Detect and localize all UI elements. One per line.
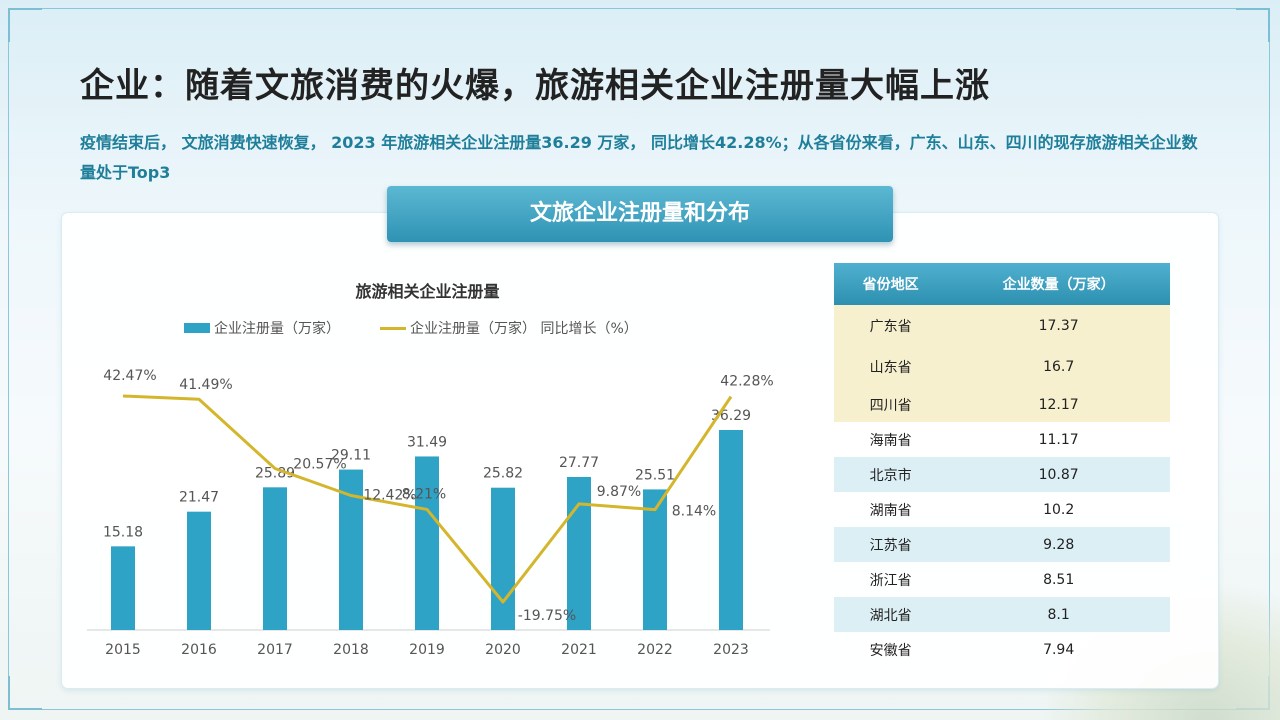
x-tick-label: 2017	[257, 642, 293, 658]
cell-count: 10.2	[1043, 501, 1075, 518]
cell-count: 17.37	[947, 305, 1170, 347]
cell-province: 广东省	[834, 305, 948, 347]
page-title: 企业：随着文旅消费的火爆，旅游相关企业注册量大幅上涨	[80, 66, 990, 106]
cell-province: 四川省	[834, 387, 948, 422]
x-tick-label: 2020	[485, 642, 521, 658]
x-tick-label: 2022	[637, 642, 673, 658]
line-value-label: 20.57%	[293, 457, 346, 473]
line-value-label: 42.28%	[720, 374, 773, 390]
page-frame	[8, 8, 1270, 710]
cell-count: 16.7	[947, 347, 1170, 387]
cell-province: 海南省	[869, 432, 912, 449]
x-tick-label: 2023	[713, 642, 749, 658]
line-value-label: 8.14%	[672, 504, 716, 520]
legend-bar-swatch	[184, 323, 210, 333]
bar	[415, 456, 439, 630]
line-series	[122, 394, 733, 604]
table-row: 四川省 12.17	[834, 387, 1170, 422]
table-row: 安徽省 7.94	[834, 632, 1170, 667]
table-row: 广东省 17.37	[834, 305, 1170, 347]
bar-value-label: 27.77	[559, 455, 599, 471]
x-tick-label: 2019	[409, 642, 445, 658]
corner-ornament	[8, 8, 42, 42]
bar-value-label: 25.51	[635, 467, 675, 483]
cell-province: 江苏省	[834, 527, 948, 562]
line-value-label: 42.47%	[103, 368, 156, 384]
cell-province: 湖南省	[869, 502, 912, 519]
line-value-label: 41.49%	[179, 377, 232, 393]
bar	[643, 489, 667, 630]
bar-value-label: 25.82	[483, 466, 523, 482]
cell-province: 山东省	[834, 347, 948, 387]
header-province: 省份地区	[834, 263, 948, 305]
table-row: 山东省 16.7	[834, 347, 1170, 387]
table-header-row: 省份地区 企业数量（万家）	[834, 263, 1170, 305]
province-table: 省份地区 企业数量（万家） 广东省 17.37 山东省 16.7 四川省 12.17 …	[834, 263, 1170, 667]
page-subtitle: 疫情结束后， 文旅消费快速恢复， 2023 年旅游相关企业注册量36.29 万家…	[80, 133, 1198, 182]
table-row: 海南省 11.17	[834, 422, 1170, 457]
bar-value-label: 29.11	[331, 448, 371, 464]
cell-count: 10.87	[947, 457, 1170, 492]
bar	[187, 511, 211, 630]
chart-title: 旅游相关企业注册量	[355, 282, 500, 301]
line-value-label: 12.42%	[363, 487, 416, 503]
bar	[719, 430, 743, 630]
x-tick-label: 2018	[333, 642, 369, 658]
bar-value-label: 31.49	[407, 434, 447, 450]
bar	[111, 546, 135, 630]
header-count: 企业数量（万家）	[947, 263, 1170, 305]
cell-province: 浙江省	[869, 572, 912, 589]
bar-value-label: 21.47	[179, 490, 219, 506]
x-tick-label: 2021	[561, 642, 597, 658]
cell-count: 12.17	[947, 387, 1170, 422]
legend-line-swatch	[380, 326, 406, 330]
legend-line-label: 企业注册量（万家） 同比增长（%）	[410, 321, 638, 337]
table-row: 浙江省 8.51	[834, 562, 1170, 597]
bar	[263, 487, 287, 630]
bar	[491, 487, 515, 630]
corner-ornament	[1236, 8, 1270, 42]
line-value-label: 8.21%	[402, 486, 446, 502]
table-row: 江苏省 9.28	[834, 527, 1170, 562]
cell-count: 7.94	[1043, 641, 1075, 658]
x-tick-label: 2016	[181, 642, 217, 658]
cell-province: 湖北省	[834, 597, 948, 632]
bar-value-label: 25.89	[255, 465, 295, 481]
bar-value-label: 15.18	[103, 524, 143, 540]
table-row: 北京市 10.87	[834, 457, 1170, 492]
chart-legend: 企业注册量（万家） 企业注册量（万家） 同比增长（%）	[184, 318, 638, 338]
cell-province: 北京市	[834, 457, 948, 492]
cell-count: 9.28	[947, 527, 1170, 562]
line-value-label: 9.87%	[597, 484, 641, 500]
legend-bar-label: 企业注册量（万家）	[214, 321, 340, 337]
cell-count: 8.51	[1043, 571, 1075, 588]
cell-province: 安徽省	[869, 642, 912, 659]
line-value-label: -19.75%	[518, 608, 576, 624]
table-row: 湖南省 10.2	[834, 492, 1170, 527]
cell-count: 8.1	[947, 597, 1170, 632]
table-row: 湖北省 8.1	[834, 597, 1170, 632]
corner-ornament	[8, 676, 42, 710]
section-banner: 文旅企业注册量和分布	[387, 186, 893, 242]
cell-count: 11.17	[1038, 431, 1079, 448]
x-tick-label: 2015	[105, 642, 141, 658]
